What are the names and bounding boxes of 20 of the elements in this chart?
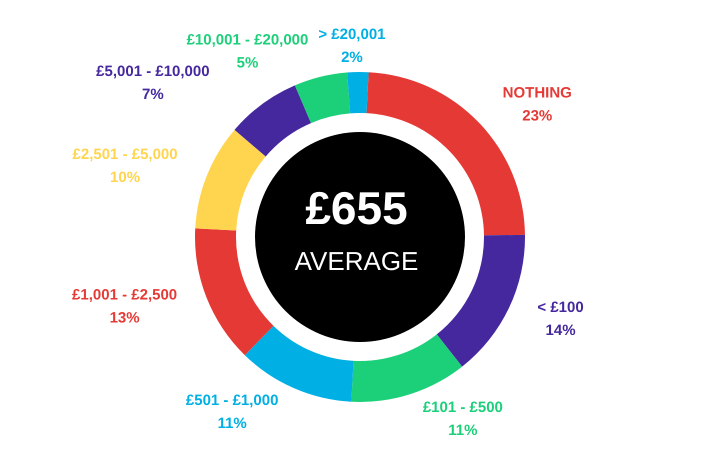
data-label: 2% — [341, 49, 363, 66]
data-label: 10% — [110, 169, 140, 186]
slice-label: £2,501 - £5,000 — [72, 146, 178, 164]
slice-label: £10,001 - £20,000 — [186, 32, 308, 49]
data-label: 11% — [448, 422, 478, 440]
slice-label: < £100 — [537, 299, 584, 316]
data-label: 5% — [236, 54, 258, 72]
data-label: 7% — [142, 86, 164, 104]
slice-label: £5,001 - £10,000 — [96, 63, 210, 80]
slice-label: £501 - £1,000 — [186, 392, 278, 409]
slice-label: £101 - £500 — [422, 399, 503, 416]
slice-label: > £20,001 — [318, 26, 386, 44]
text: AVERAGE — [294, 246, 418, 276]
slice-label: £1,001 - £2,500 — [72, 286, 178, 304]
slice-label: NOTHING — [502, 84, 572, 102]
data-label: 23% — [522, 108, 552, 125]
text: £655 — [305, 182, 408, 234]
data-label: 14% — [546, 322, 576, 340]
data-label: 13% — [110, 310, 140, 327]
data-label: 11% — [218, 414, 247, 432]
